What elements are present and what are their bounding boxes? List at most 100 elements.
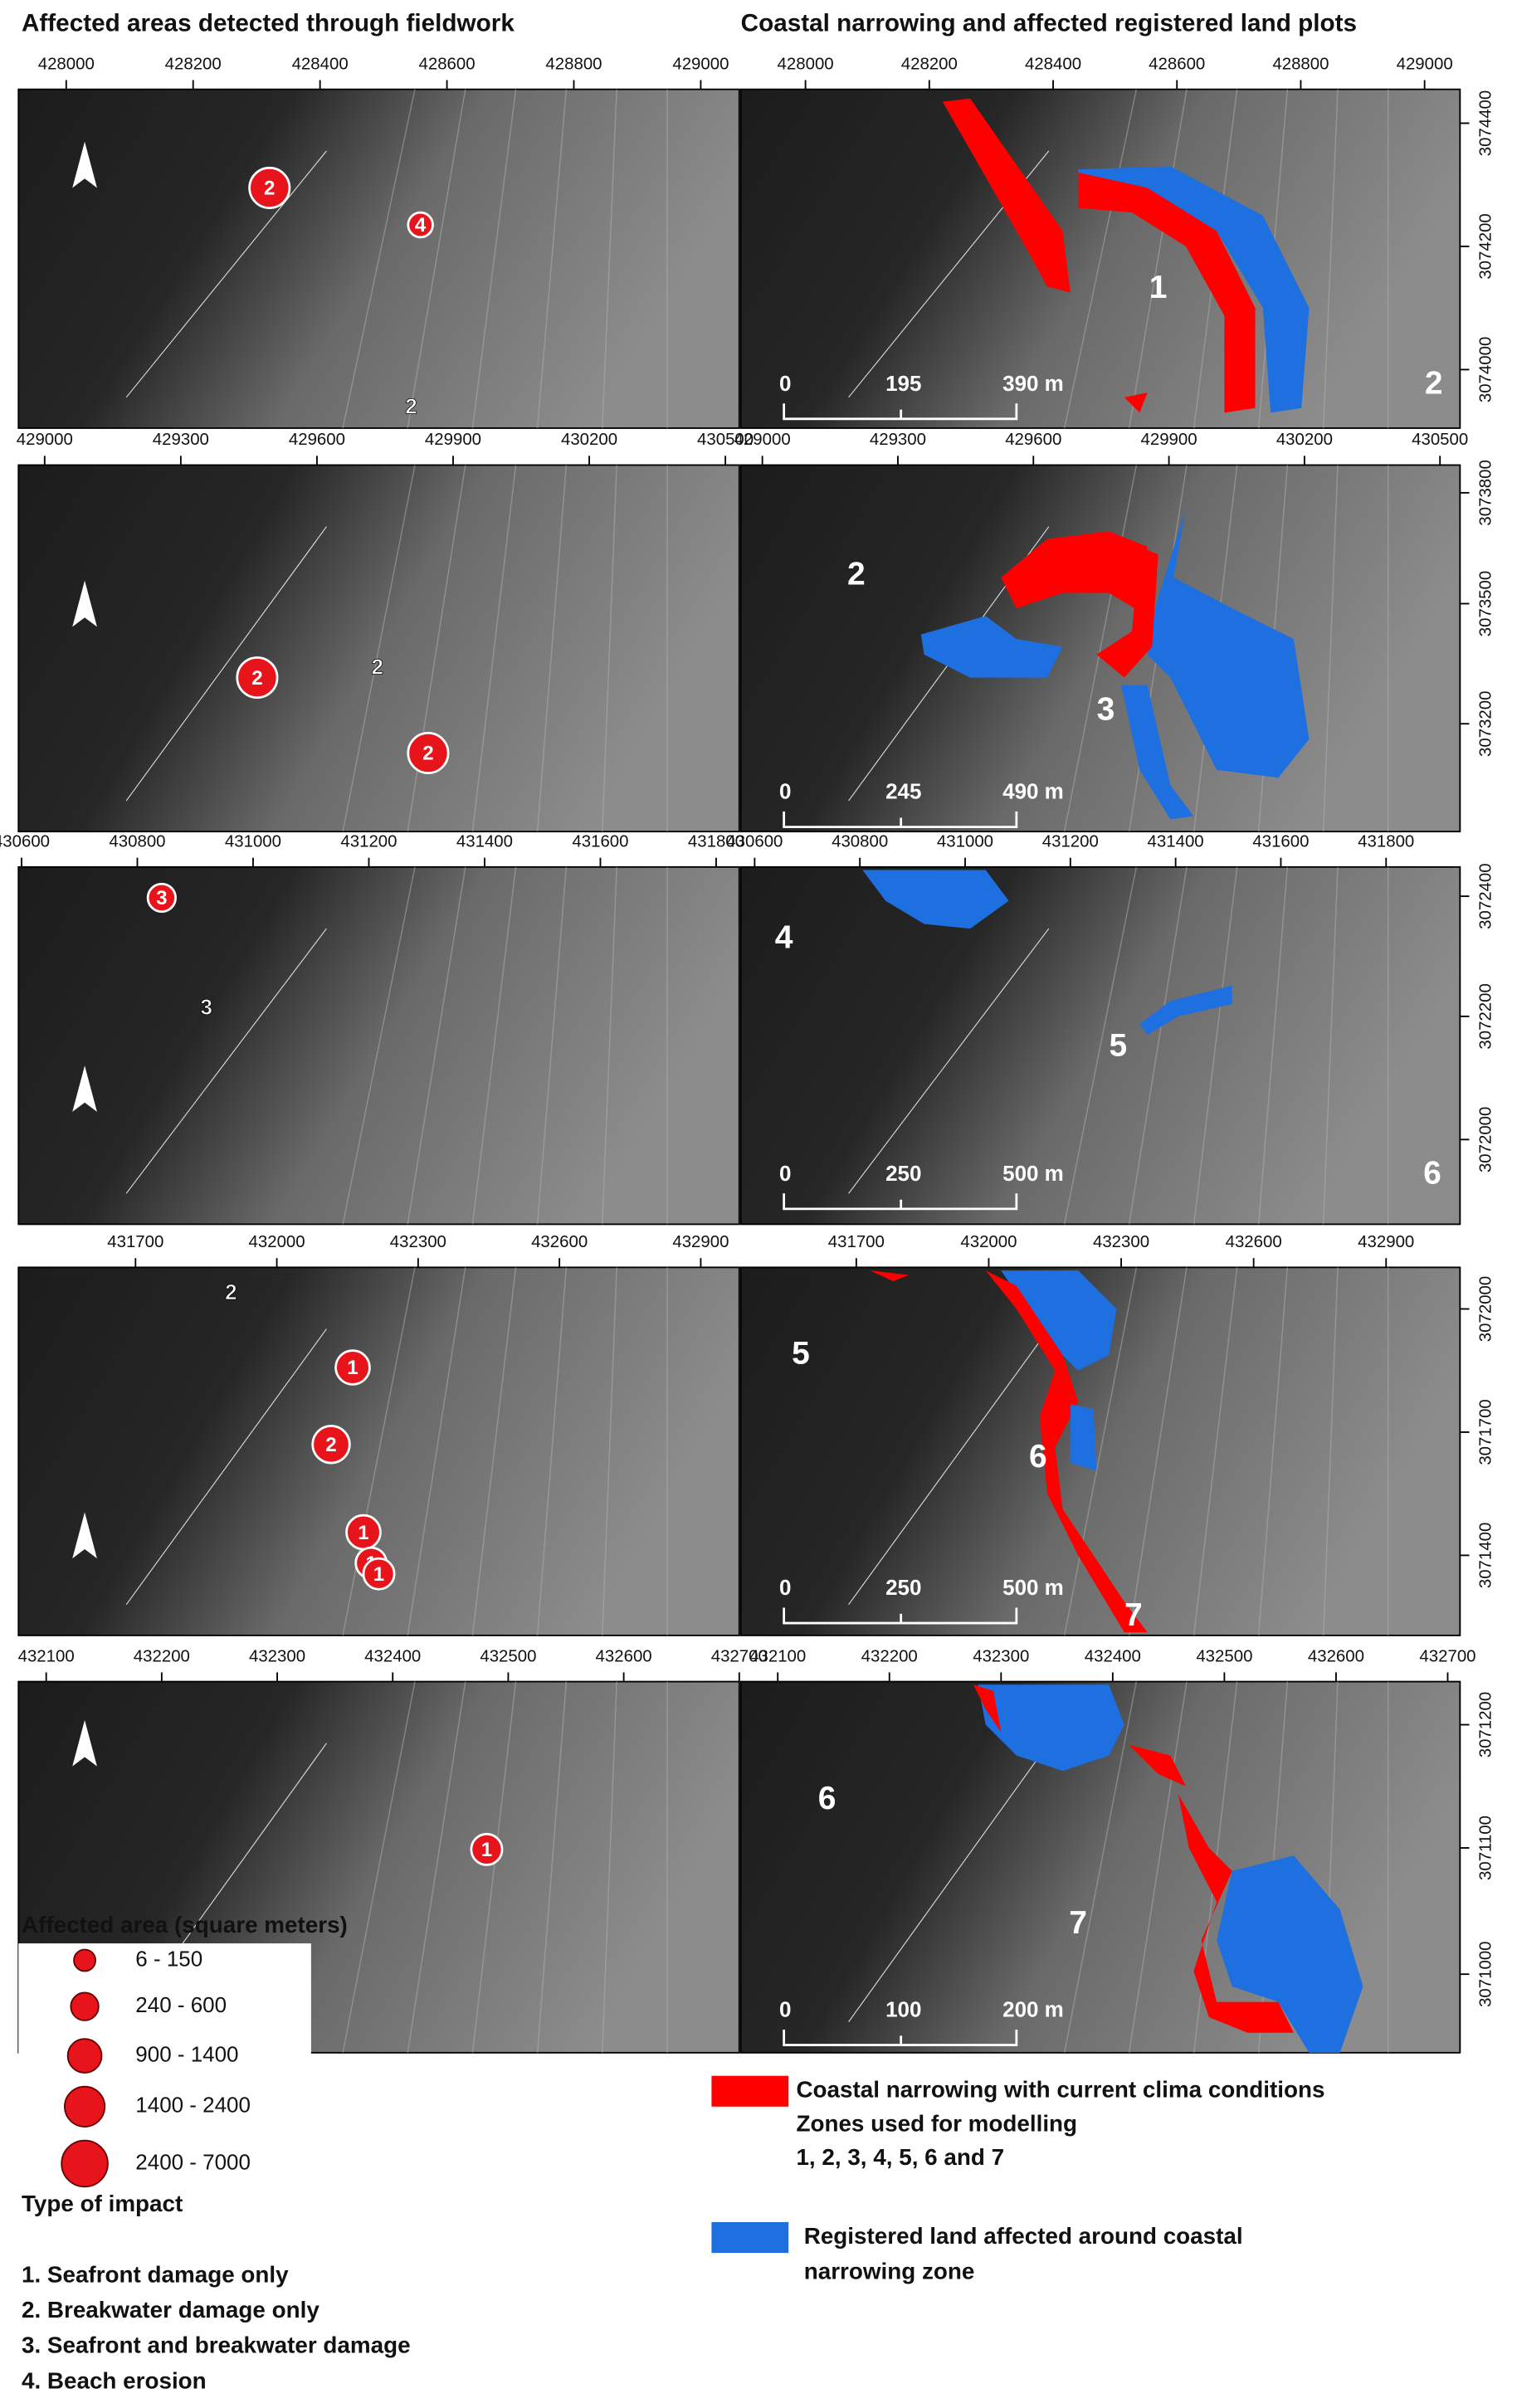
x-tick-label: 431400 — [1148, 833, 1204, 851]
legend-circle — [61, 2139, 109, 2188]
legend-label: Coastal narrowing with current clima con… — [796, 2077, 1324, 2103]
marker-label: 4 — [415, 214, 427, 236]
labels: 428000 428200 428400 428600 428800 429000 4280… — [0, 55, 1495, 2046]
registered-land — [1078, 166, 1310, 413]
road — [1063, 89, 1138, 429]
road — [602, 1267, 617, 1635]
scale-label: 0 — [779, 779, 791, 804]
x-tick-label: 431400 — [456, 833, 513, 851]
left-title: Affected areas detected through fieldwor… — [22, 10, 515, 37]
registered-land — [1001, 1270, 1117, 1371]
impact-item: 2. Breakwater damage only — [22, 2297, 319, 2323]
scale-bar — [783, 812, 1018, 828]
y-tick-label: 3071700 — [1476, 1399, 1495, 1465]
x-tick-label: 429000 — [672, 55, 729, 73]
road — [602, 465, 617, 832]
impact-item: 3. Seafront and breakwater damage — [22, 2332, 411, 2358]
x-tick-label: 432900 — [1358, 1233, 1414, 1251]
road — [536, 89, 568, 428]
road — [1193, 866, 1238, 1225]
x-tick-label: 432300 — [973, 1647, 1029, 1665]
x-tick-label: 428600 — [1149, 55, 1205, 73]
narrowing-zone — [1129, 1744, 1186, 1787]
marker-label: 2 — [251, 667, 262, 690]
right-title: Coastal narrowing and affected registere… — [741, 10, 1357, 37]
x-tick-label: 428000 — [38, 55, 95, 73]
zone-label: 6 — [818, 1781, 837, 1816]
x-tick-label: 432100 — [18, 1647, 75, 1665]
x-tick-label: 431000 — [225, 833, 281, 851]
x-tick-label: 429600 — [289, 431, 345, 449]
zone-label: 3 — [1097, 692, 1115, 728]
road — [471, 866, 517, 1225]
zone-label: 7 — [1069, 1905, 1087, 1941]
x-tick-label: 429000 — [1397, 55, 1453, 73]
legend-circle — [70, 1991, 100, 2021]
road — [471, 1681, 517, 2053]
y-tick-label: 3071400 — [1476, 1523, 1495, 1588]
impact-marker — [470, 1832, 504, 1866]
marker-label: 2 — [405, 394, 417, 419]
impact-item: 4. Beach erosion — [22, 2367, 207, 2393]
x-tick-label: 432000 — [960, 1233, 1017, 1251]
registered-land — [1217, 1855, 1363, 2053]
road — [602, 89, 617, 428]
road — [407, 866, 466, 1225]
x-tick-label: 431800 — [1358, 833, 1414, 851]
x-tick-label: 431600 — [1252, 833, 1309, 851]
y-tick-label: 3074400 — [1476, 90, 1495, 156]
legend-label: 1, 2, 3, 4, 5, 6 and 7 — [796, 2144, 1004, 2170]
narrowing-zone — [1001, 531, 1148, 617]
road — [1322, 1267, 1339, 1635]
x-tick-label: 428400 — [1025, 55, 1081, 73]
marker-label: 2 — [325, 1434, 336, 1456]
zone-label: 6 — [1423, 1155, 1441, 1191]
road — [1063, 465, 1138, 832]
x-tick-label: 432600 — [1308, 1647, 1364, 1665]
legend-label: 900 - 1400 — [135, 2041, 238, 2066]
scale-bar — [783, 1607, 1018, 1625]
legend-title: Affected area (square meters) — [22, 1912, 348, 1938]
road — [1257, 1267, 1289, 1635]
x-tick-label: 431700 — [828, 1233, 885, 1251]
north-arrow — [72, 141, 97, 188]
y-tick-label: 3072000 — [1476, 1276, 1495, 1342]
y-tick-label: 3071100 — [1476, 1816, 1495, 1880]
x-tick-label: 430500 — [697, 431, 754, 449]
grid-line — [125, 526, 327, 802]
road — [1128, 1267, 1188, 1636]
x-tick-label: 430800 — [832, 833, 888, 851]
scale-bar — [783, 2030, 1018, 2046]
road — [536, 1681, 568, 2053]
scale-label: 0 — [779, 1575, 791, 1600]
x-tick-label: 432000 — [249, 1233, 305, 1251]
zone-label: 5 — [792, 1335, 810, 1371]
legend-label: Zones used for modelling — [796, 2110, 1077, 2136]
road — [471, 1267, 517, 1635]
road — [471, 465, 517, 832]
x-tick-label: 430200 — [561, 431, 617, 449]
y-tick-label: 3073800 — [1476, 460, 1495, 525]
scale-label: 0 — [779, 1161, 791, 1186]
impact-item: 1. Seafront damage only — [22, 2261, 289, 2287]
legend-circle — [66, 2038, 103, 2074]
road — [471, 89, 517, 429]
north-arrow — [72, 1719, 97, 1767]
narrowing-zone — [1124, 392, 1148, 413]
x-tick-label: 431200 — [1042, 833, 1099, 851]
y-tick-label: 3071000 — [1476, 1941, 1495, 2006]
x-tick-label: 429000 — [17, 431, 73, 449]
x-tick-label: 430200 — [1276, 431, 1333, 449]
x-tick-label: 428200 — [901, 55, 958, 73]
narrowing-zone — [942, 98, 1071, 293]
road — [342, 1681, 416, 2053]
road — [1063, 1681, 1138, 2053]
impact-marker — [362, 1557, 396, 1591]
x-tick-label: 431700 — [107, 1233, 163, 1251]
marker-label: 1 — [373, 1563, 384, 1586]
road — [1128, 866, 1188, 1225]
road — [602, 1681, 617, 2053]
registered-land — [1121, 685, 1194, 820]
x-tick-label: 431800 — [688, 833, 744, 851]
